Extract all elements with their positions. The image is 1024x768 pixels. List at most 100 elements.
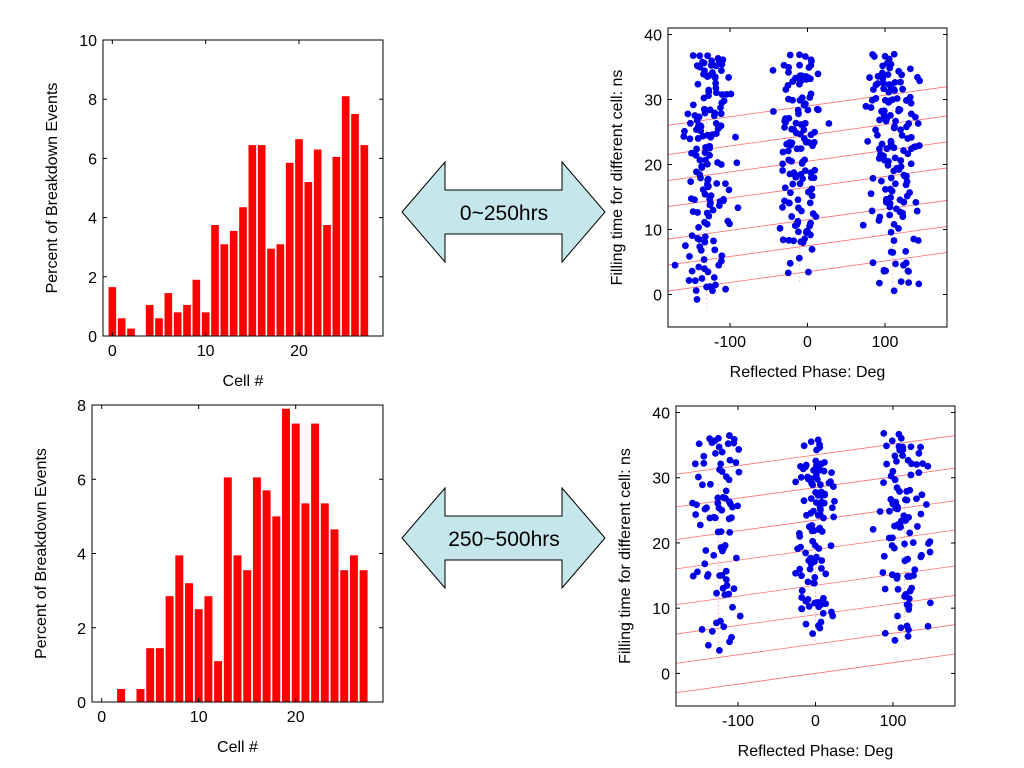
bar	[214, 661, 223, 702]
scatter-point	[702, 547, 710, 554]
bar	[243, 570, 252, 702]
scatter-point	[781, 184, 789, 192]
scatter-point	[723, 576, 730, 584]
scatter-point	[689, 572, 697, 580]
fit-line	[667, 226, 948, 266]
bar	[127, 328, 135, 336]
scatter-point	[720, 623, 728, 631]
scatter-point	[710, 274, 718, 281]
scatter-point	[726, 456, 734, 464]
scatter-point	[890, 144, 898, 152]
bar	[117, 689, 126, 702]
scatter-point	[720, 195, 727, 203]
scatter-point	[909, 539, 917, 547]
scatter-point	[794, 545, 801, 553]
scatter-point	[880, 429, 888, 437]
scatter-point	[722, 567, 730, 575]
scatter-point	[801, 156, 809, 164]
scatter-point	[695, 440, 703, 448]
scatter-point	[810, 579, 817, 587]
scatter-point	[894, 505, 901, 513]
scatter-point	[875, 155, 883, 162]
scatter-point	[696, 521, 704, 529]
scatter-point	[905, 279, 913, 287]
scatter-point	[890, 287, 898, 295]
x-axis-label: Cell #	[223, 373, 264, 390]
scatter-point	[892, 117, 899, 125]
scatter-point	[802, 100, 809, 108]
scatter-point	[807, 438, 815, 446]
scatter-point	[901, 540, 908, 548]
scatter-point	[887, 228, 895, 236]
scatter-point	[886, 211, 894, 219]
scatter-point	[712, 84, 720, 92]
scatter-point	[790, 237, 798, 245]
scatter-point	[880, 479, 887, 487]
histogram-bottom: 0 10 20 0 2 4 6 8 Cell # Percent of Breakdown E…	[33, 398, 384, 756]
scatter-point	[704, 641, 712, 649]
scatter-point	[808, 479, 816, 487]
scatter-point	[727, 500, 734, 508]
y-tick-label: 40	[652, 406, 670, 423]
scatter-point	[792, 129, 800, 137]
scatter-point	[792, 569, 799, 577]
y-tick-label: 30	[652, 471, 670, 488]
scatter-point	[700, 59, 708, 67]
scatter-point	[906, 486, 914, 494]
scatter-point	[797, 473, 805, 481]
y-tick-label: 4	[88, 211, 97, 228]
scatter-point	[696, 156, 704, 164]
bar	[185, 583, 193, 702]
scatter-point	[818, 565, 825, 572]
scatter-point	[914, 237, 922, 244]
scatter-point	[887, 248, 895, 256]
scatter-point	[907, 471, 915, 479]
scatter-point	[693, 501, 700, 509]
scatter-point	[800, 497, 808, 505]
double-arrow-bottom: 250~500hrs	[401, 486, 606, 590]
scatter-point	[881, 585, 889, 593]
scatter-point	[725, 515, 733, 523]
x-tick-label: 20	[290, 343, 308, 360]
scatter-point	[887, 174, 895, 182]
scatter-point	[691, 196, 698, 204]
scatter-point	[880, 552, 888, 560]
scatter-point	[691, 112, 699, 119]
scatter-point	[907, 443, 915, 451]
bar	[175, 555, 184, 702]
scatter-point	[892, 180, 899, 188]
scatter-point	[919, 460, 927, 468]
bar	[320, 503, 329, 702]
scatter-point	[691, 277, 699, 285]
bar	[108, 287, 117, 336]
scatter-point	[907, 133, 915, 141]
scatter-point	[891, 79, 899, 86]
scatter-point	[798, 94, 806, 102]
scatter-point	[682, 242, 689, 250]
scatter-point	[890, 124, 898, 132]
y-tick-label: 40	[644, 28, 662, 45]
scatter-point	[911, 566, 919, 574]
scatter-point	[703, 283, 710, 291]
scatter-point	[810, 466, 817, 474]
scatter-point	[806, 94, 814, 101]
scatter-point	[820, 514, 827, 522]
scatter-point	[814, 436, 822, 444]
scatter-top: -100 0 100 0 10 20 30 40 Reflected Phase: Deg F…	[609, 27, 948, 381]
x-tick-label: 0	[811, 713, 820, 730]
scatter-point	[890, 220, 898, 228]
scatter-point	[885, 88, 893, 96]
scatter-point	[790, 169, 798, 177]
scatter-point	[804, 268, 812, 276]
scatter-point	[719, 493, 727, 501]
scatter-point	[715, 443, 723, 451]
bar	[291, 423, 300, 702]
scatter-point	[898, 71, 906, 79]
scatter-point	[796, 51, 803, 59]
scatter-point	[795, 254, 803, 262]
scatter-point	[828, 469, 835, 477]
scatter-point	[868, 207, 876, 215]
scatter-point	[887, 472, 895, 480]
scatter-point	[886, 203, 894, 211]
scatter-point	[815, 545, 823, 552]
